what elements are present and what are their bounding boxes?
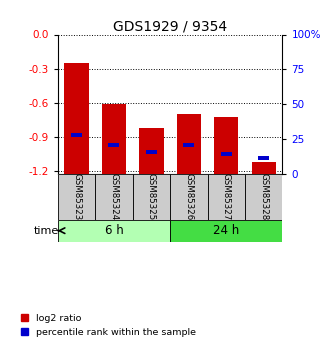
Text: GSM85326: GSM85326 <box>184 173 193 220</box>
Bar <box>214 117 239 174</box>
Bar <box>139 128 164 174</box>
Bar <box>183 143 194 147</box>
Legend: log2 ratio, percentile rank within the sample: log2 ratio, percentile rank within the s… <box>21 314 196 337</box>
Text: GSM85324: GSM85324 <box>109 173 118 220</box>
Bar <box>208 174 245 220</box>
Bar <box>221 152 232 156</box>
Text: GSM85328: GSM85328 <box>259 173 268 220</box>
Title: GDS1929 / 9354: GDS1929 / 9354 <box>113 19 227 33</box>
Text: time: time <box>33 226 58 236</box>
Bar <box>245 174 282 220</box>
Bar <box>177 114 201 174</box>
Bar <box>71 133 82 137</box>
Bar <box>133 174 170 220</box>
Bar <box>258 156 269 160</box>
Bar <box>108 143 119 147</box>
Bar <box>58 174 95 220</box>
Text: 6 h: 6 h <box>105 224 123 237</box>
Bar <box>146 150 157 154</box>
Bar <box>58 220 170 242</box>
Bar <box>170 220 282 242</box>
Text: GSM85325: GSM85325 <box>147 173 156 220</box>
Bar <box>64 63 89 174</box>
Text: GSM85323: GSM85323 <box>72 173 81 220</box>
Text: 24 h: 24 h <box>213 224 239 237</box>
Text: GSM85327: GSM85327 <box>222 173 231 220</box>
Bar <box>252 162 276 174</box>
Bar <box>95 174 133 220</box>
Bar <box>102 104 126 174</box>
Bar <box>170 174 208 220</box>
